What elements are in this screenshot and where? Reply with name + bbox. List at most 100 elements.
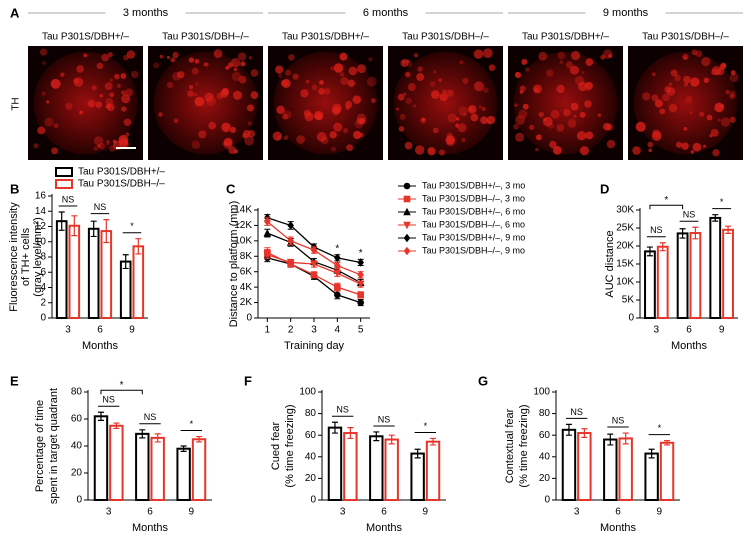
micrograph-cell: [567, 118, 577, 128]
micrograph-cell: [158, 112, 163, 117]
error-bar: [581, 428, 588, 438]
significance-label: *: [720, 197, 724, 207]
micrograph-cell: [442, 89, 447, 94]
micrograph-cell: [247, 121, 252, 126]
micrograph-cell: [358, 117, 366, 125]
micrograph-cell: [250, 69, 259, 77]
micrograph-cell: [314, 114, 318, 118]
error-bar: [692, 226, 699, 240]
micrograph-cell: [535, 147, 539, 152]
bar: [100, 230, 113, 319]
micrograph-cell: [659, 108, 666, 115]
y-tick-label: 4: [40, 282, 46, 293]
micrograph-cell: [170, 57, 176, 63]
marker: [357, 299, 364, 306]
micrograph-cell: [53, 123, 59, 129]
micrograph-cell: [323, 87, 331, 95]
legend-label: Tau P301S/DBH–/–, 3 mo: [422, 193, 525, 203]
marker: [334, 261, 341, 270]
micrograph-cell: [121, 94, 131, 104]
error-bar: [71, 215, 78, 237]
micrograph-cell: [208, 121, 217, 130]
micrograph-cell: [557, 51, 566, 60]
micrograph-cell: [674, 74, 681, 82]
micrograph-cell: [198, 130, 207, 139]
y-tick-label: 2: [40, 297, 46, 308]
micrograph-cell: [283, 110, 292, 120]
y-tick-label: 10K: [616, 277, 634, 288]
legend-swatch: [55, 179, 73, 189]
bar: [176, 447, 191, 502]
micrograph-cell: [366, 76, 377, 87]
micrograph-cell: [414, 145, 425, 155]
y-tick-label: 100: [533, 387, 550, 398]
micrograph-cell: [292, 73, 299, 80]
x-tick-label: 3: [654, 325, 660, 336]
micrograph-cell: [318, 87, 325, 95]
micrograph-cell: [559, 60, 564, 64]
y-tick-label: 80: [71, 387, 83, 398]
micrograph-cell: [354, 119, 363, 129]
x-tick-label: 6: [615, 507, 621, 518]
micrograph-cell: [335, 106, 342, 113]
y-tick-label: 16: [35, 191, 47, 202]
x-tick-label: 9: [423, 507, 429, 518]
micrograph-cell: [427, 147, 436, 156]
micrograph-cell: [332, 106, 341, 116]
group-title: 6 months: [363, 7, 409, 19]
micrograph-tissue: [273, 51, 378, 155]
micrograph-cell: [652, 129, 661, 138]
x-tick-label: 6: [147, 507, 153, 518]
significance-label: *: [120, 380, 124, 391]
micrograph-cell: [76, 65, 85, 73]
bar: [656, 245, 669, 319]
micrograph-cell: [39, 48, 48, 56]
micrograph-cell: [166, 81, 174, 89]
micrograph-cell: [690, 77, 700, 87]
significance-label: NS: [94, 202, 107, 212]
micrograph-cell: [194, 58, 200, 64]
micrograph-cell: [719, 104, 725, 109]
y-tick-label: 60: [305, 430, 317, 441]
error-bar: [664, 440, 671, 446]
marker: [403, 207, 411, 216]
micrograph-cell: [333, 63, 344, 73]
bar: [425, 440, 441, 501]
micrograph-cell: [556, 124, 564, 132]
micrograph-cell: [104, 82, 113, 91]
micrograph-cell: [692, 142, 702, 152]
panel-letter: F: [244, 373, 252, 388]
y-tick-label: 40: [539, 451, 551, 462]
bar: [410, 452, 425, 501]
marker: [310, 245, 318, 255]
micrograph-cell: [106, 141, 110, 146]
error-bar: [646, 246, 653, 257]
micrograph-cell: [282, 113, 288, 120]
panel-letter: C: [226, 181, 236, 196]
micrograph-cell: [216, 92, 224, 100]
micrograph-cell: [729, 116, 736, 123]
micrograph-cell: [339, 52, 348, 61]
micrograph-cell: [395, 107, 399, 111]
micrograph-cell: [729, 73, 739, 83]
error-bar: [659, 242, 666, 252]
bar: [659, 441, 675, 502]
micrograph-cell: [579, 111, 586, 118]
micrograph-cell: [404, 141, 413, 150]
micrograph-cell: [280, 79, 289, 87]
y-tick-label: 6: [40, 267, 46, 278]
micrograph-tissue: [633, 51, 738, 155]
error-bar: [679, 228, 686, 239]
bar: [327, 426, 343, 502]
marker: [310, 271, 318, 279]
micrograph-cell: [222, 141, 227, 146]
micrograph-cell: [33, 143, 39, 149]
y-axis-label: of TH+ cells: [20, 227, 32, 286]
micrograph-cell: [481, 106, 486, 112]
bar: [68, 224, 81, 319]
micrograph-cell: [398, 126, 405, 132]
micrograph-cell: [329, 131, 337, 139]
micrograph-cell: [608, 53, 613, 58]
bar: [689, 232, 702, 319]
micrograph-cell: [668, 103, 678, 113]
